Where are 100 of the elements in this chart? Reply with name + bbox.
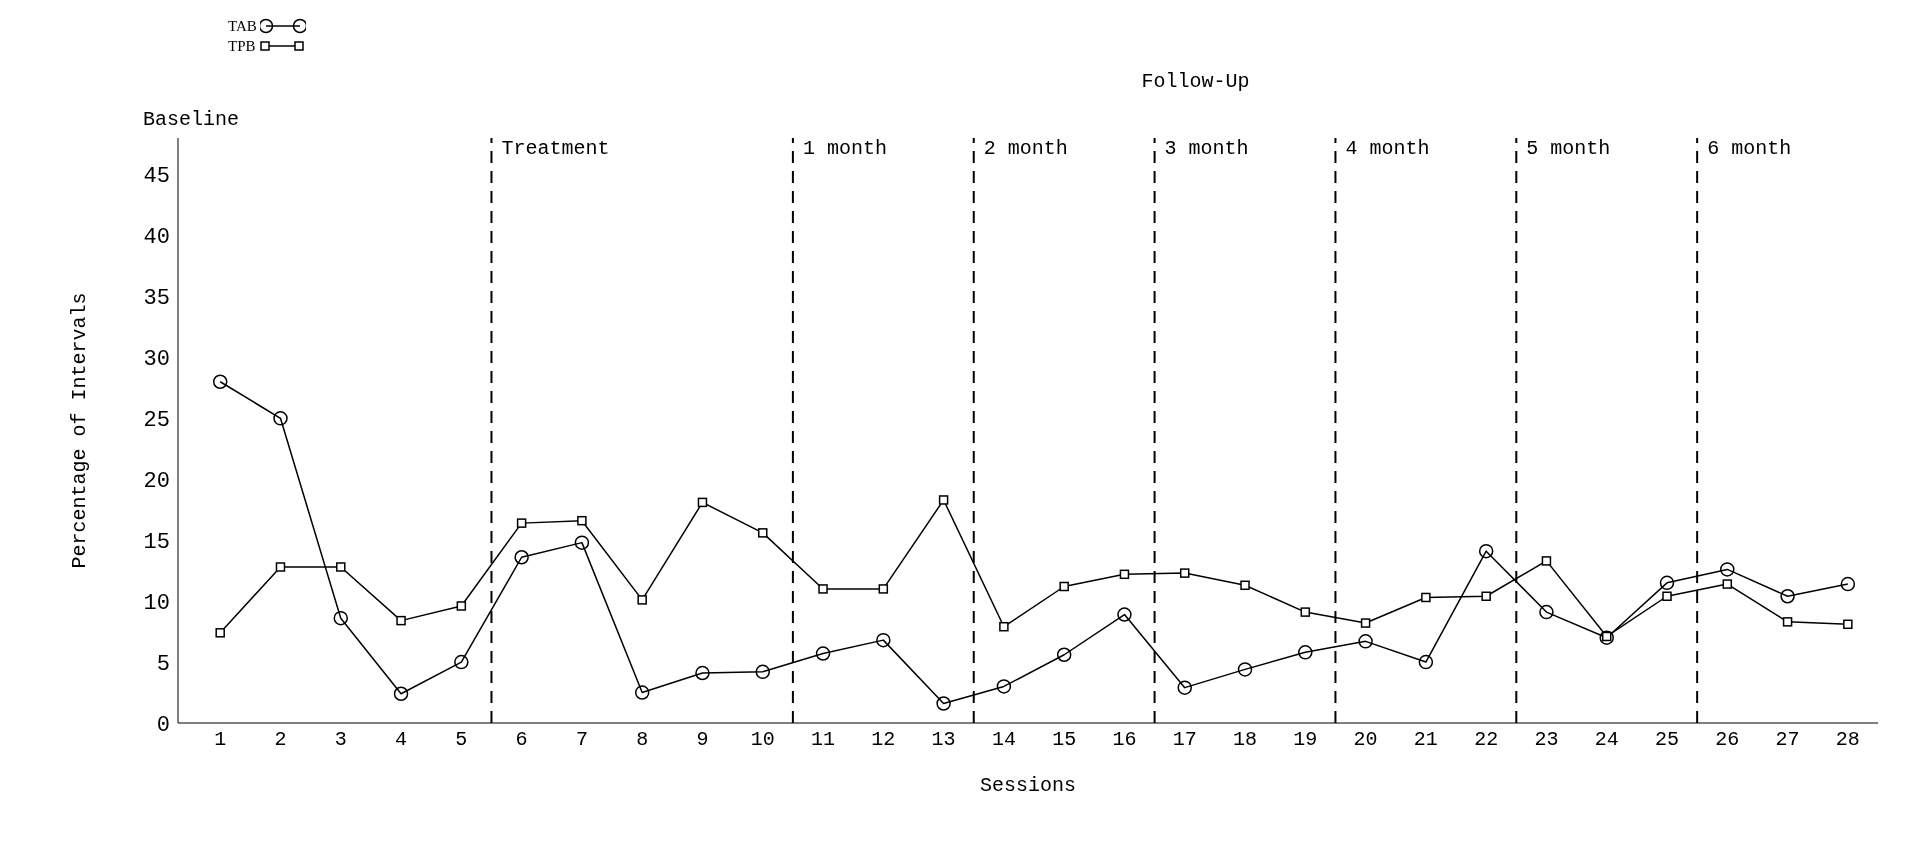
x-tick-label: 17	[1172, 728, 1197, 752]
point	[1478, 543, 1494, 559]
point	[1539, 604, 1554, 620]
point	[876, 632, 891, 648]
point	[1360, 618, 1371, 628]
point	[1840, 576, 1856, 592]
x-tick-label: 8	[636, 728, 649, 752]
x-tick-label: 5	[455, 728, 468, 752]
legend-label: TAB	[228, 17, 257, 35]
x-tick-label: 2	[274, 728, 287, 752]
point	[1720, 562, 1735, 577]
x-tick-label: 14	[991, 728, 1016, 752]
x-axis-title: Sessions	[979, 774, 1077, 797]
x-tick-label: 20	[1353, 728, 1378, 752]
point	[516, 518, 527, 528]
ref-line-label: 4 month	[1345, 137, 1430, 161]
x-tick-label: 28	[1835, 728, 1860, 752]
ref-line-label: 2 month	[983, 137, 1068, 161]
x-tick-label: 15	[1052, 728, 1077, 752]
point	[1481, 591, 1491, 601]
x-tick-label: 9	[696, 728, 709, 752]
y-axis-title: Percentage of Intervals	[68, 292, 92, 569]
ref-line-label: 3 month	[1164, 137, 1249, 161]
x-tick-label: 23	[1534, 728, 1559, 752]
y-tick-label: 5	[156, 651, 170, 677]
point	[1843, 619, 1853, 630]
point	[215, 628, 225, 638]
x-tick-label: 18	[1233, 728, 1258, 752]
point	[996, 679, 1012, 694]
x-tick-label: 24	[1594, 728, 1619, 752]
point	[697, 497, 708, 508]
x-tick-label: 22	[1474, 728, 1499, 752]
ref-line-label: 5 month	[1526, 137, 1611, 161]
x-tick-label: 16	[1112, 728, 1137, 752]
point	[1659, 575, 1675, 591]
point	[333, 610, 349, 626]
point	[1237, 662, 1253, 677]
point	[396, 615, 406, 626]
x-tick-label: 19	[1293, 728, 1318, 752]
point	[1179, 568, 1190, 578]
point	[1119, 569, 1130, 580]
y-tick-label: 35	[143, 286, 170, 312]
point	[1418, 654, 1434, 670]
y-tick-label: 25	[143, 408, 170, 434]
point	[878, 584, 889, 594]
point	[755, 664, 770, 680]
point	[815, 646, 831, 661]
y-tick-label: 40	[143, 225, 170, 251]
point	[1722, 579, 1733, 589]
point	[1662, 591, 1672, 601]
point	[456, 601, 467, 611]
y-tick-label: 10	[143, 590, 170, 616]
point	[1780, 589, 1795, 604]
point	[1358, 634, 1373, 649]
ref-line-label: Treatment	[501, 137, 610, 161]
point	[1541, 556, 1552, 566]
point	[577, 515, 587, 526]
point	[1117, 607, 1132, 622]
x-tick-label: 7	[575, 728, 588, 752]
point	[212, 374, 228, 389]
point	[1240, 580, 1250, 591]
point	[1177, 680, 1192, 695]
point	[637, 595, 647, 605]
point	[634, 685, 650, 700]
point	[938, 495, 949, 505]
x-tick-label: 6	[515, 728, 528, 752]
x-tick-label: 26	[1715, 728, 1740, 752]
point	[454, 654, 469, 670]
x-tick-label: 25	[1655, 728, 1680, 752]
point	[336, 562, 346, 572]
x-tick-label: 21	[1413, 728, 1438, 752]
y-tick-label: 0	[156, 712, 170, 738]
point	[393, 686, 409, 701]
x-tick-label: 11	[811, 728, 836, 752]
point	[758, 528, 768, 538]
point	[514, 550, 529, 565]
y-tick-label: 15	[143, 530, 170, 555]
y-tick-label: 30	[143, 347, 170, 373]
point	[936, 696, 951, 711]
point	[273, 411, 288, 426]
point	[999, 621, 1009, 632]
x-tick-label: 27	[1775, 728, 1800, 752]
point	[1298, 645, 1313, 660]
text: Follow-Up	[1141, 70, 1250, 93]
point	[574, 535, 590, 550]
legend-label: TPB	[228, 37, 256, 55]
x-tick-label: 4	[395, 728, 408, 752]
point	[1300, 607, 1311, 617]
text: Baseline	[142, 108, 239, 131]
point	[1782, 617, 1793, 627]
x-tick-label: 13	[931, 728, 956, 752]
y-tick-label: 45	[143, 164, 170, 190]
point	[818, 584, 828, 594]
x-tick-label: 3	[334, 728, 347, 752]
point	[695, 665, 710, 681]
point	[1421, 592, 1431, 603]
y-tick-label: 20	[143, 469, 170, 495]
ref-line-label: 1 month	[802, 137, 887, 161]
ref-line-label: 6 month	[1707, 137, 1792, 161]
x-tick-label: 12	[871, 728, 896, 752]
